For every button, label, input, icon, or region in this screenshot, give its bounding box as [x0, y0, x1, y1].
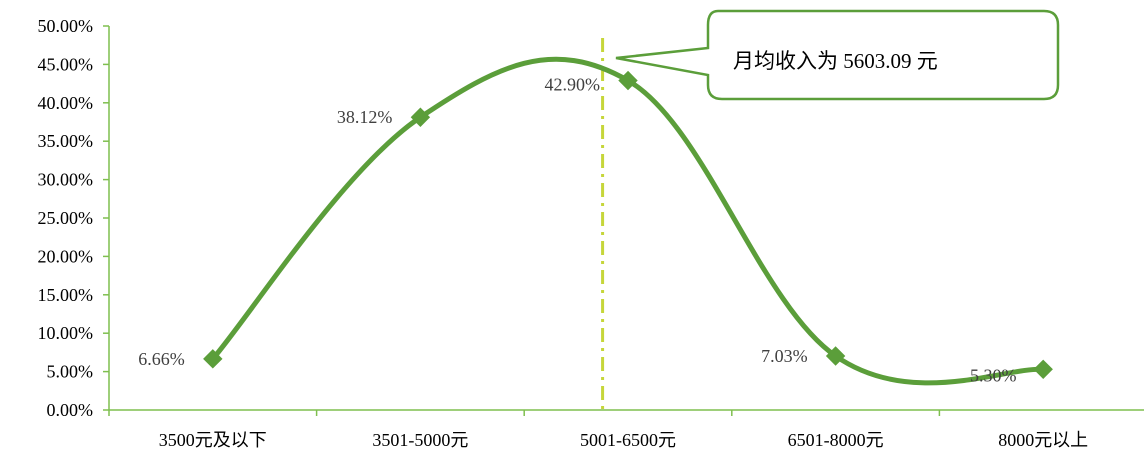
y-axis: 0.00% 5.00% 10.00% 15.00% 20.00% 25.00% 30.00%…	[38, 16, 110, 420]
data-point-marker	[410, 107, 431, 127]
x-axis: 3500元及以下 3501-5000元 5001-6500元 6501-8000元 80…	[108, 409, 1144, 450]
y-tick-label: 5.00%	[47, 362, 94, 382]
callout-text: 月均收入为 5603.09 元	[733, 49, 938, 73]
y-tick-label: 30.00%	[38, 170, 94, 190]
data-point-marker	[825, 346, 846, 366]
x-tick-label: 3501-5000元	[372, 430, 468, 450]
data-label: 7.03%	[761, 346, 808, 366]
data-point-marker	[203, 349, 223, 369]
callout-group: 月均收入为 5603.09 元	[615, 9, 1060, 101]
markers-group	[203, 70, 1053, 380]
x-tick-label: 3500元及以下	[159, 430, 267, 450]
y-tick-label: 50.00%	[38, 16, 94, 36]
y-tick-label: 0.00%	[47, 400, 94, 420]
y-tick-label: 15.00%	[38, 285, 94, 305]
data-label: 6.66%	[138, 349, 185, 369]
data-point-marker	[1033, 359, 1053, 380]
callout-box	[615, 9, 1060, 101]
y-tick-label: 40.00%	[38, 93, 94, 113]
y-tick-label: 20.00%	[38, 246, 94, 266]
data-label: 42.90%	[545, 75, 601, 95]
y-tick-label: 10.00%	[38, 323, 94, 343]
y-tick-label: 35.00%	[38, 131, 94, 151]
y-tick-label: 25.00%	[38, 208, 94, 228]
y-tick-label: 45.00%	[38, 54, 94, 74]
data-label: 5.30%	[970, 365, 1017, 385]
x-tick-label: 5001-6500元	[580, 430, 676, 450]
data-point-marker	[618, 70, 638, 91]
data-label: 38.12%	[337, 107, 393, 127]
x-tick-label: 8000元以上	[998, 430, 1088, 450]
x-tick-label: 6501-8000元	[788, 430, 884, 450]
data-labels-group: 6.66% 38.12% 42.90% 7.03% 5.30%	[138, 75, 1016, 386]
